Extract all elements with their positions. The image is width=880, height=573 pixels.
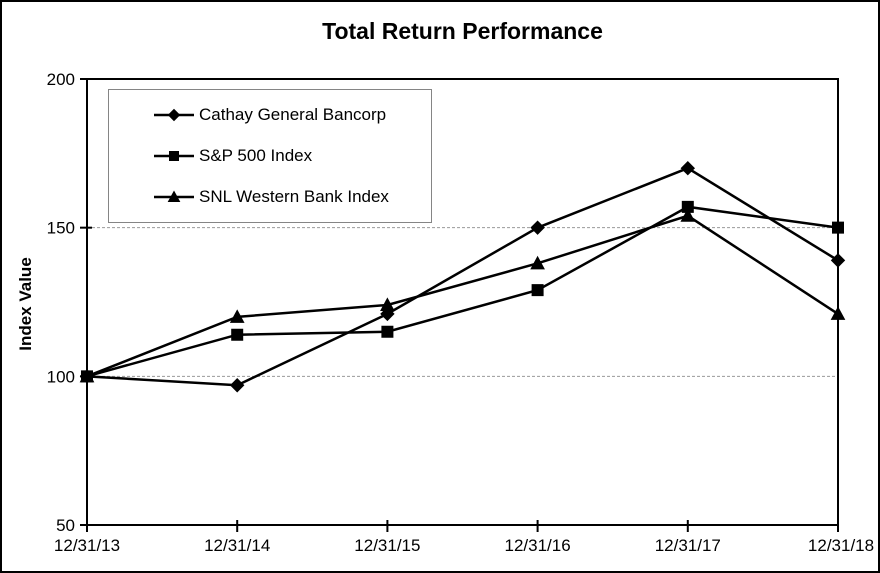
x-tick-label-12-31-15: 12/31/15 (354, 536, 420, 555)
series-line-snl-western-bank-index (86, 214, 839, 378)
triangle-marker-snl-western-bank-index (79, 368, 95, 383)
x-tick-label-12-31-18: 12/31/18 (808, 536, 874, 555)
series-line-s-p-500-index (86, 205, 839, 378)
legend-item-cathay-general-bancorp: Cathay General Bancorp (109, 105, 431, 125)
square-marker-s-p-500-index (381, 325, 394, 338)
x-tick-label-12-31-14: 12/31/14 (204, 536, 270, 555)
diamond-marker-cathay-general-bancorp (530, 220, 545, 235)
y-tick-label-100: 100 (47, 367, 75, 386)
series-line-cathay-general-bancorp (86, 166, 839, 387)
legend-label: Cathay General Bancorp (199, 104, 387, 124)
x-tick-label-12-31-16: 12/31/16 (505, 536, 571, 555)
diamond-marker-cathay-general-bancorp (830, 253, 846, 268)
legend-item-s-p-500-index: S&P 500 Index (109, 146, 431, 166)
legend: Cathay General Bancorp S&P 500 Index SNL W… (108, 89, 432, 223)
legend-label: S&P 500 Index (199, 145, 313, 165)
x-tick-label-12-31-17: 12/31/17 (655, 536, 721, 555)
diamond-legend-icon (154, 108, 194, 121)
legend-marker-diamond (167, 108, 181, 121)
square-marker-s-p-500-index (681, 200, 694, 213)
triangle-marker-snl-western-bank-index (530, 255, 545, 270)
square-marker-s-p-500-index (832, 221, 844, 234)
legend-marker-square (169, 150, 179, 161)
diamond-marker-cathay-general-bancorp (229, 378, 245, 393)
diamond-marker-cathay-general-bancorp (380, 306, 395, 322)
y-tick-label-50: 50 (56, 516, 75, 535)
triangle-marker-snl-western-bank-index (680, 208, 696, 222)
chart-title: Total Return Performance (322, 18, 603, 44)
x-tick-label-12-31-13: 12/31/13 (54, 536, 120, 555)
diamond-marker-cathay-general-bancorp (680, 160, 696, 176)
square-legend-icon (154, 150, 194, 161)
square-marker-s-p-500-index (531, 284, 544, 297)
legend-marker-triangle (167, 190, 181, 203)
triangle-marker-snl-western-bank-index (830, 306, 846, 320)
legend-label: SNL Western Bank Index (199, 187, 389, 207)
legend-item-snl-western-bank-index: SNL Western Bank Index (109, 187, 431, 207)
triangle-legend-icon (154, 190, 194, 203)
square-marker-s-p-500-index (231, 328, 244, 341)
y-tick-label-200: 200 (47, 70, 75, 89)
triangle-marker-snl-western-bank-index (380, 297, 395, 311)
y-tick-label-150: 150 (47, 219, 75, 238)
triangle-marker-snl-western-bank-index (229, 309, 245, 323)
plot-frame (86, 78, 839, 526)
